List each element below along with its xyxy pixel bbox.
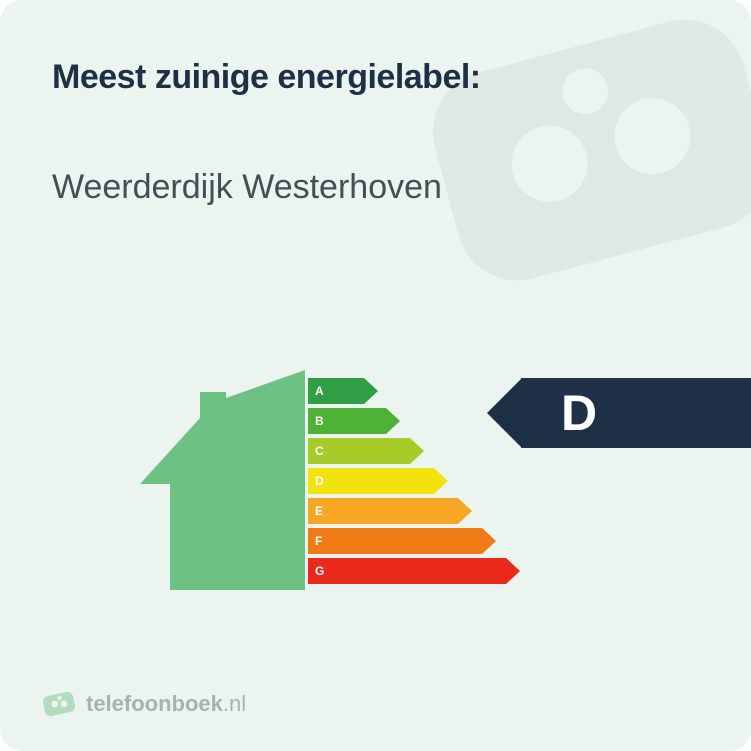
bar-shape-icon	[308, 558, 520, 584]
bar-letter: C	[315, 438, 324, 464]
badge-arrow-icon	[487, 378, 522, 448]
bar-letter: F	[315, 528, 322, 554]
current-label-value: D	[561, 378, 597, 448]
bar-letter: A	[315, 378, 324, 404]
current-label-badge: D	[521, 378, 751, 448]
footer-brand-tld: .nl	[223, 691, 246, 716]
card-subtitle: Weerderdijk Westerhoven	[52, 168, 442, 207]
bar-letter: G	[315, 558, 324, 584]
card-title: Meest zuinige energielabel:	[52, 58, 481, 97]
footer-logo-icon	[42, 687, 76, 721]
bar-letter: E	[315, 498, 323, 524]
house-icon	[140, 370, 305, 590]
bar-shape-icon	[308, 438, 424, 464]
energy-label-card: Meest zuinige energielabel: Weerderdijk …	[0, 0, 751, 751]
bar-shape-icon	[308, 498, 472, 524]
footer: telefoonboek.nl	[42, 687, 246, 721]
footer-brand-name: telefoonboek	[86, 691, 223, 716]
footer-brand: telefoonboek.nl	[86, 691, 246, 717]
bar-shape-icon	[308, 468, 448, 494]
bar-shape-icon	[308, 528, 496, 554]
bar-letter: B	[315, 408, 324, 434]
bar-letter: D	[315, 468, 324, 494]
badge-background	[521, 378, 751, 448]
